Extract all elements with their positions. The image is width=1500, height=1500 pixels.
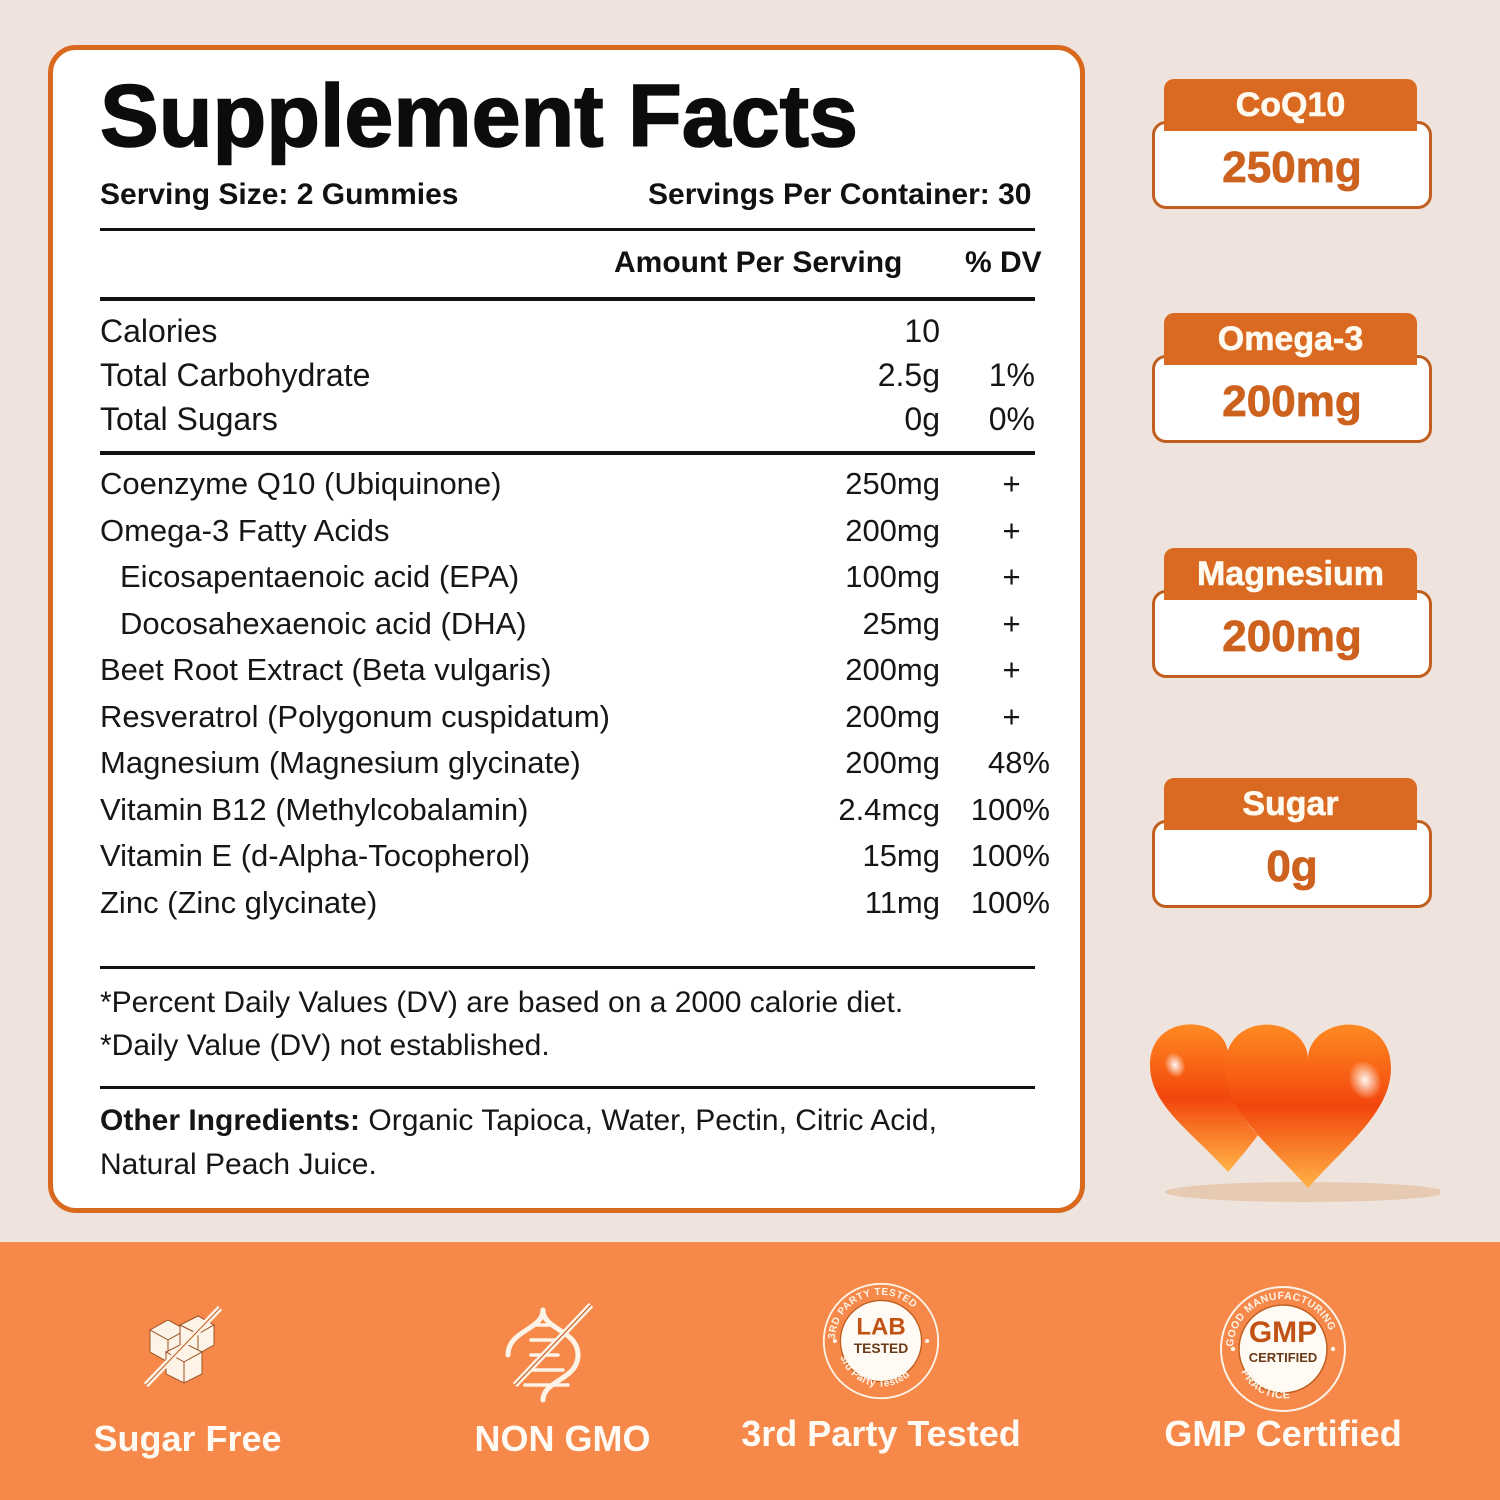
svg-text:TESTED: TESTED — [854, 1340, 909, 1356]
svg-text:CERTIFIED: CERTIFIED — [1249, 1350, 1318, 1365]
svg-text:GMP: GMP — [1249, 1316, 1317, 1349]
svg-text:LAB: LAB — [856, 1314, 905, 1341]
